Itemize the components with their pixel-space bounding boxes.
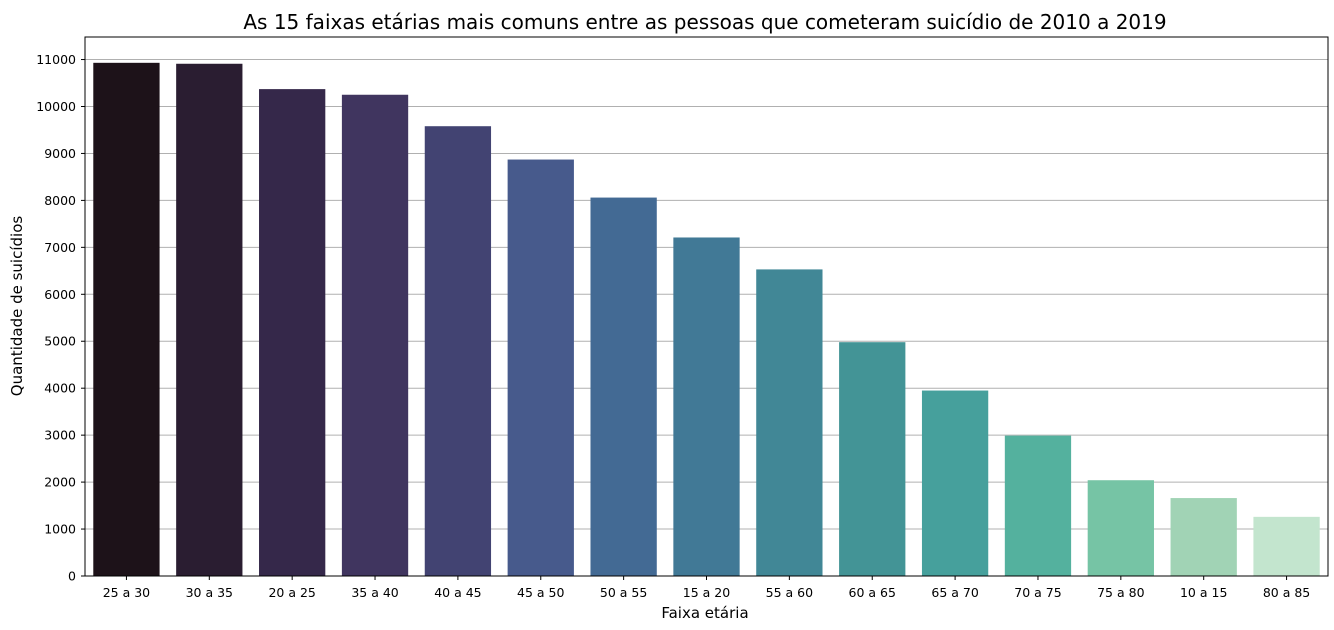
x-tick-label: 20 a 25 [268,585,315,600]
x-tick-label: 35 a 40 [351,585,398,600]
x-tick-label: 45 a 50 [517,585,564,600]
chart-title: As 15 faixas etárias mais comuns entre a… [243,10,1166,34]
x-tick-label: 40 a 45 [434,585,481,600]
y-tick-label: 2000 [44,475,76,490]
x-tick-label: 80 a 85 [1263,585,1310,600]
bar [507,159,574,577]
y-tick-label: 11000 [36,52,76,67]
x-tick-label: 30 a 35 [186,585,233,600]
x-tick-label: 65 a 70 [931,585,978,600]
bar [756,269,823,576]
y-tick-label: 3000 [44,428,76,443]
bar [921,390,989,576]
y-tick-label: 5000 [44,334,76,349]
y-tick-label: 6000 [44,287,76,302]
bar [259,89,326,577]
y-tick-label: 1000 [44,522,76,537]
y-tick-label: 7000 [44,240,76,255]
bar [1253,516,1320,576]
x-tick-label: 70 a 75 [1014,585,1061,600]
x-axis-ticks: 25 a 30 30 a 35 20 a 25 35 a 40 40 a 45 45 a … [103,576,1310,600]
x-axis-label: Faixa etária [661,604,748,622]
y-tick-label: 0 [68,569,76,584]
x-tick-label: 25 a 30 [103,585,150,600]
x-tick-label: 55 a 60 [766,585,813,600]
bar [1170,498,1237,576]
bar [176,63,243,576]
bar [93,62,160,576]
bars [93,62,1320,577]
bar [341,94,409,576]
y-axis-ticks: 0 1000 2000 3000 4000 5000 6000 7000 8000 9000 100… [36,52,85,584]
y-tick-label: 8000 [44,193,76,208]
bar [673,237,740,577]
bar [590,197,657,576]
x-tick-label: 75 a 80 [1097,585,1144,600]
bar [1004,435,1072,576]
bar [839,342,906,576]
y-tick-label: 9000 [44,146,76,161]
y-axis-label: Quantidade de suicídios [8,216,26,397]
bar [1087,480,1154,576]
x-tick-label: 10 a 15 [1180,585,1227,600]
x-tick-label: 50 a 55 [600,585,647,600]
y-tick-label: 4000 [44,381,76,396]
x-tick-label: 15 a 20 [683,585,730,600]
x-tick-label: 60 a 65 [849,585,896,600]
y-tick-label: 10000 [36,99,76,114]
bar [424,126,492,577]
